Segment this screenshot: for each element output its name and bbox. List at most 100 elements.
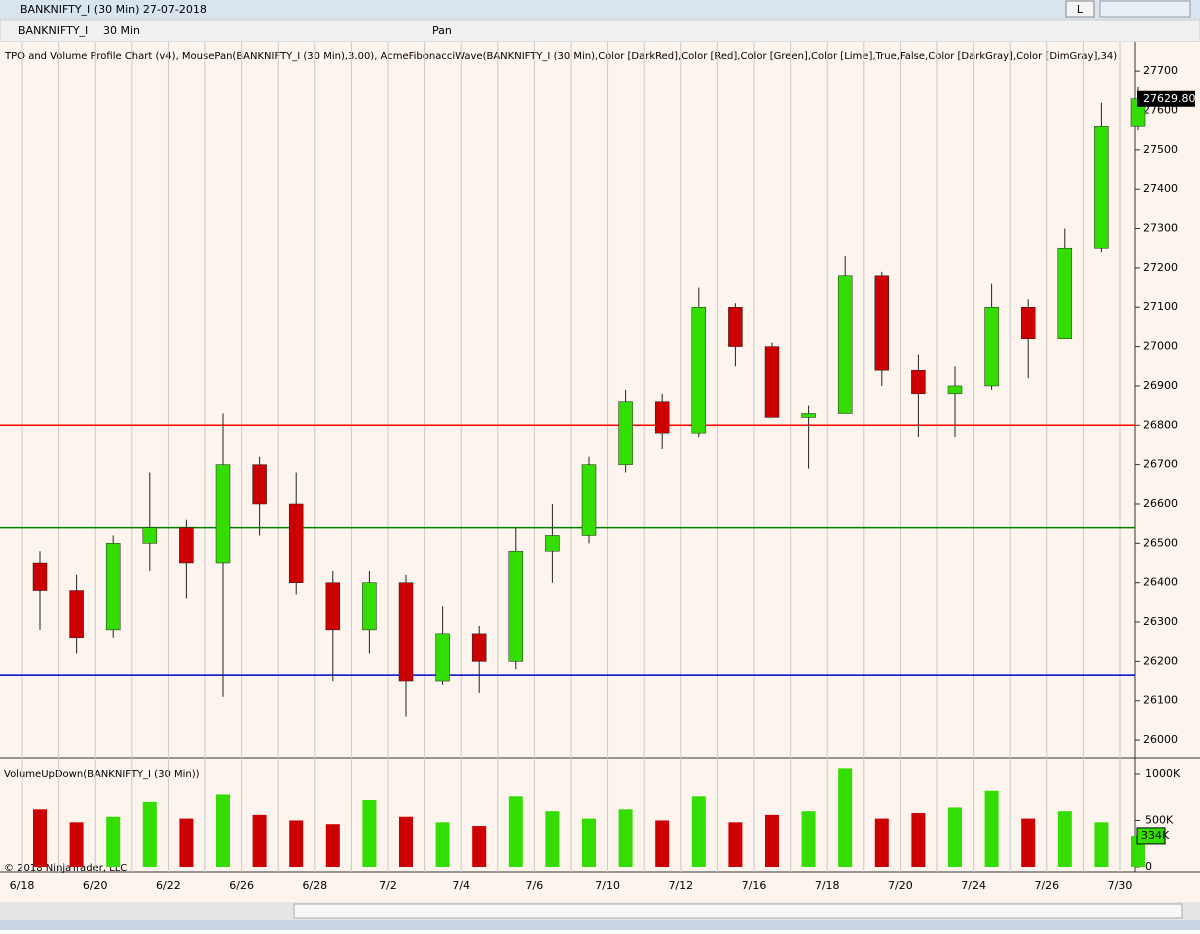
volume-bar <box>618 809 633 867</box>
candle-body <box>764 346 780 418</box>
x-tick-label: 6/18 <box>10 879 35 892</box>
title-bar <box>0 0 1200 20</box>
y-tick-label: 26600 <box>1143 497 1178 510</box>
candle-body <box>911 369 926 395</box>
volume-tick-label: 0 <box>1145 860 1152 873</box>
last-price-box <box>1137 90 1195 107</box>
candle-body <box>801 413 816 418</box>
volume-bar <box>801 811 816 867</box>
last-volume-box <box>1136 827 1166 845</box>
volume-bar <box>1021 818 1036 867</box>
candle-body <box>215 464 231 564</box>
candle-body <box>435 633 450 682</box>
candle-body <box>1020 306 1036 339</box>
x-tick-label: 7/24 <box>961 879 986 892</box>
y-tick-label: 26900 <box>1143 379 1178 392</box>
volume-bar <box>289 820 304 867</box>
candle-body <box>105 543 121 631</box>
candle-body <box>325 582 341 631</box>
y-tick-label: 27000 <box>1143 340 1178 353</box>
volume-bar <box>252 814 267 867</box>
candle-body <box>581 464 597 536</box>
volume-bar <box>545 811 560 867</box>
candle-body <box>142 527 158 544</box>
x-tick-label: 7/18 <box>815 879 840 892</box>
y-tick-label: 26800 <box>1143 418 1178 431</box>
candle-body <box>874 275 890 371</box>
y-tick-label: 27400 <box>1143 182 1178 195</box>
y-tick-label: 27100 <box>1143 300 1178 313</box>
x-tick-label: 7/16 <box>742 879 767 892</box>
l-button[interactable] <box>1065 0 1095 18</box>
y-tick-label: 27500 <box>1143 143 1178 156</box>
volume-bar <box>106 816 121 867</box>
y-tick-label: 27300 <box>1143 222 1178 235</box>
volume-bar <box>216 794 230 867</box>
plot: 6/18 6/20 6/22 6/26 6/28 7/2 7/4 7/6 7/10 7/12 7/1… <box>0 42 1196 892</box>
last-price-label: 27629.80 <box>1143 92 1196 105</box>
candle-body <box>362 582 377 631</box>
volume-bar <box>1057 811 1072 867</box>
candle-body <box>471 633 487 662</box>
candle-body <box>1094 125 1109 249</box>
taskbar <box>0 920 1200 930</box>
y-tick-label: 26200 <box>1143 654 1178 667</box>
candle-body <box>1057 247 1073 339</box>
volume-tick-label: 1000K <box>1145 767 1181 780</box>
scroll-thumb[interactable] <box>293 903 1183 919</box>
candle-body <box>179 527 194 564</box>
volume-bar <box>362 800 377 867</box>
volume-bar <box>728 822 743 867</box>
candle-body <box>32 562 48 591</box>
x-tick-label: 6/28 <box>302 879 327 892</box>
instrument-selector[interactable]: BANKNIFTY_I <box>18 24 88 37</box>
candle-body <box>947 385 963 395</box>
y-tick-label: 26300 <box>1143 615 1178 628</box>
volume-bar <box>179 818 194 867</box>
candle-body <box>837 275 853 414</box>
volume-bar <box>765 814 779 867</box>
volume-bar <box>911 813 926 867</box>
candle-body <box>508 550 524 662</box>
volume-bar <box>399 816 413 867</box>
candle-body <box>288 503 304 583</box>
candle-body <box>252 464 267 505</box>
l-button-label[interactable]: L <box>1077 3 1084 16</box>
y-tick-label: 26400 <box>1143 576 1178 589</box>
candle-body <box>654 401 670 434</box>
volume-bar <box>435 822 450 867</box>
volume-bar <box>655 820 670 867</box>
y-tick-label: 26500 <box>1143 536 1178 549</box>
volume-bar <box>69 822 84 867</box>
last-volume-label: 334K <box>1141 829 1170 842</box>
window-title: BANKNIFTY_I (30 Min) 27-07-2018 <box>20 3 207 16</box>
x-tick-label: 7/2 <box>379 879 397 892</box>
volume-bar <box>508 796 523 867</box>
volume-bar <box>582 818 596 867</box>
volume-tick-label: 500K <box>1145 813 1174 826</box>
chart-area <box>0 42 1200 902</box>
x-tick-label: 7/26 <box>1034 879 1059 892</box>
y-tick-label: 27200 <box>1143 261 1178 274</box>
candle-body <box>691 306 707 434</box>
volume-bar <box>948 807 962 867</box>
x-tick-label: 7/12 <box>668 879 693 892</box>
candle-body <box>398 582 414 682</box>
candle-body <box>728 306 743 347</box>
volume-bar <box>691 796 706 867</box>
toolbar <box>0 19 1200 43</box>
x-tick-label: 6/20 <box>83 879 108 892</box>
copyright: © 2018 NinjaTrader, LLC <box>4 863 127 874</box>
interval-selector[interactable]: 30 Min <box>103 24 140 37</box>
candle-body <box>984 306 999 387</box>
x-tick-label: 7/30 <box>1108 879 1133 892</box>
y-tick-label: 26000 <box>1143 733 1178 746</box>
volume-bar <box>1094 822 1109 867</box>
window-controls[interactable] <box>1099 0 1191 18</box>
pan-button[interactable]: Pan <box>432 24 452 37</box>
y-tick-label: 26700 <box>1143 458 1178 471</box>
y-tick-label: 27700 <box>1143 64 1178 77</box>
x-tick-label: 7/4 <box>452 879 470 892</box>
x-tick-label: 6/26 <box>229 879 254 892</box>
